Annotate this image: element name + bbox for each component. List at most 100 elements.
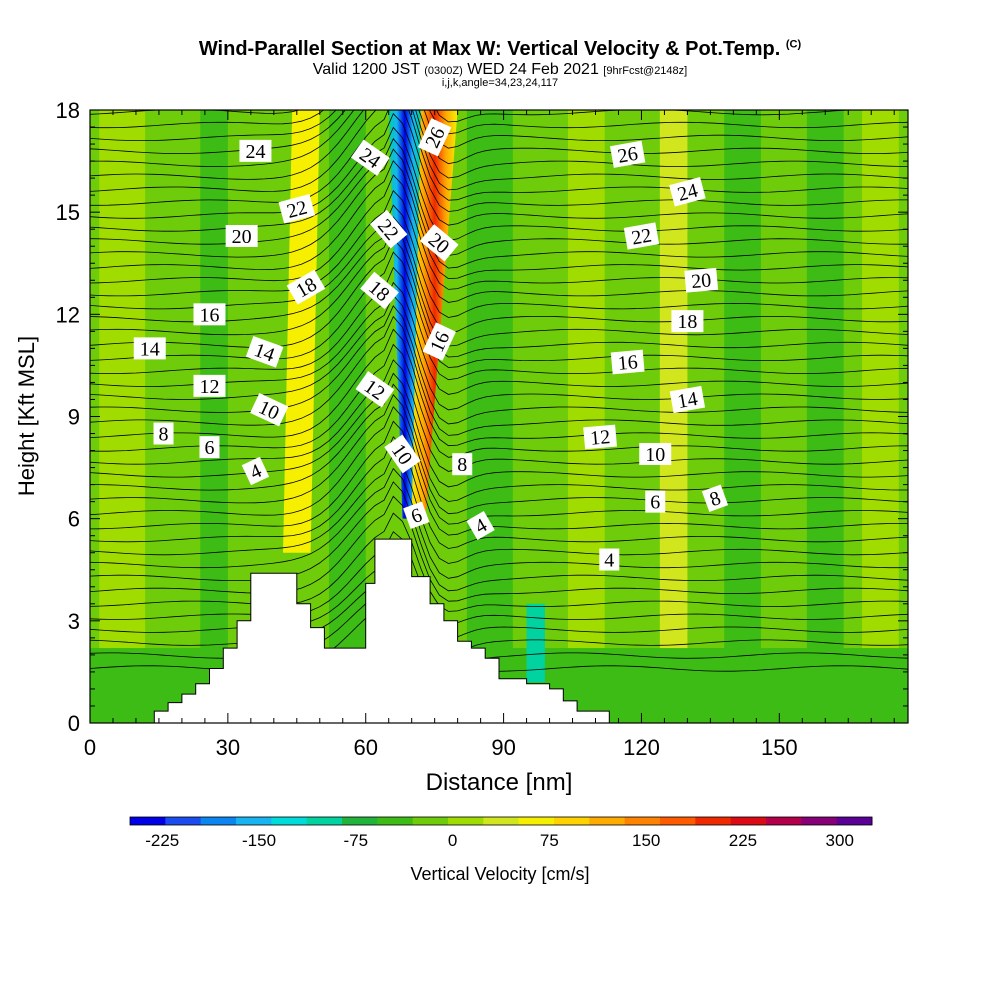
- colorbar: -225 -150 -75 0 75 150 225 300: [129, 816, 873, 850]
- forecast-info: [9hrFcst@2148z]: [603, 65, 688, 77]
- theta-label-box: [245, 335, 284, 368]
- theta-contour: [90, 216, 908, 334]
- x-tick-label: 0: [84, 735, 96, 760]
- chart-subtitle: Valid 1200 JST (0300Z) WED 24 Feb 2021 […: [0, 61, 1000, 79]
- x-tick-label: 60: [353, 735, 377, 760]
- colorbar-tick-label: 0: [448, 831, 457, 850]
- theta-label-box: [466, 510, 495, 541]
- field-strip: [724, 110, 761, 723]
- theta-contour: [90, 328, 908, 447]
- terrain: [90, 538, 908, 723]
- colorbar-swatch: [801, 817, 838, 825]
- section-params: i,j,k,angle=34,23,24,117: [441, 77, 559, 89]
- y-tick-label: 18: [56, 98, 80, 123]
- colorbar-swatch: [306, 817, 343, 825]
- colorbar-tick-label: 225: [729, 831, 757, 850]
- theta-label: 14: [245, 335, 284, 368]
- colorbar-swatch: [165, 817, 202, 825]
- theta-contour: [90, 436, 908, 549]
- theta-label: 20: [225, 225, 258, 248]
- theta-label-text: 6: [650, 492, 660, 514]
- colorbar-swatch: [412, 817, 449, 825]
- theta-label: 18: [671, 310, 704, 333]
- field-strip: [806, 110, 844, 723]
- colorbar-swatch: [695, 817, 732, 825]
- theta-label-box: [239, 139, 272, 162]
- copyright-mark: (C): [785, 38, 802, 51]
- colorbar-swatch: [730, 817, 767, 825]
- theta-label-text: 14: [140, 338, 160, 360]
- x-tick-label: 90: [491, 735, 515, 760]
- theta-contour: [90, 343, 908, 458]
- theta-contour: [90, 495, 908, 602]
- x-tick-label: 150: [761, 735, 798, 760]
- colorbar-swatch: [448, 817, 484, 825]
- theta-label-text: 20: [232, 226, 252, 248]
- theta-label-box: [599, 548, 620, 571]
- colorbar-swatch: [624, 817, 661, 825]
- theta-label-box: [623, 222, 660, 250]
- theta-label-box: [452, 453, 473, 476]
- theta-label-box: [669, 176, 706, 207]
- colorbar-swatch: [766, 817, 802, 825]
- theta-contour: [90, 204, 908, 318]
- theta-label-box: [639, 442, 672, 465]
- theta-label-text: 6: [204, 437, 214, 459]
- theta-label-box: [583, 424, 617, 450]
- theta-label-text: 10: [645, 444, 665, 466]
- theta-label: 6: [645, 490, 666, 514]
- theta-contour: [90, 315, 908, 436]
- theta-label-text: 16: [617, 351, 639, 375]
- y-tick-label: 3: [68, 609, 80, 634]
- y-tick-label: 0: [68, 711, 80, 736]
- theta-label-box: [225, 225, 258, 248]
- theta-label-box: [403, 501, 430, 530]
- chart-title: Wind-Parallel Section at Max W: Vertical…: [0, 38, 1000, 61]
- theta-label: 4: [241, 456, 270, 486]
- valid-time: Valid 1200 JST: [312, 61, 420, 78]
- theta-contour: [90, 110, 908, 149]
- theta-contour: [90, 110, 908, 212]
- theta-label-box: [419, 224, 459, 262]
- theta-label-text: 18: [677, 311, 697, 333]
- theta-label-box: [701, 484, 729, 512]
- colorbar-tick-label: -75: [344, 831, 369, 850]
- colorbar-tick-label: 75: [540, 831, 559, 850]
- theta-contour: [90, 160, 908, 280]
- theta-label-box: [241, 456, 270, 486]
- theta-contour: [90, 548, 908, 639]
- theta-contour: [90, 148, 908, 269]
- theta-contour: [90, 531, 908, 625]
- theta-label: 6: [403, 501, 430, 530]
- theta-contour: [90, 372, 908, 488]
- valid-date: WED 24 Feb 2021: [467, 61, 599, 78]
- theta-label-box: [133, 337, 166, 360]
- theta-label-box: [610, 140, 646, 168]
- theta-label-box: [193, 303, 226, 326]
- colorbar-swatch: [554, 817, 590, 825]
- theta-label-text: 12: [589, 426, 611, 450]
- theta-contour: [90, 110, 908, 165]
- downdraft-pocket: [526, 603, 545, 683]
- field-strip: [567, 110, 605, 723]
- colorbar-tick-label: 150: [632, 831, 660, 850]
- theta-label-text: 22: [630, 224, 654, 249]
- theta-contour: [90, 237, 908, 358]
- theta-label-box: [360, 271, 399, 310]
- theta-label-text: 4: [604, 550, 614, 572]
- theta-contour: [90, 406, 908, 525]
- theta-label: 10: [639, 442, 672, 466]
- colorbar-swatch: [236, 817, 272, 825]
- theta-contour: [90, 481, 908, 592]
- colorbar-swatch: [483, 817, 520, 825]
- theta-label: 16: [610, 349, 645, 375]
- theta-label-box: [250, 392, 289, 427]
- theta-contour: [90, 359, 908, 472]
- theta-label-text: 16: [199, 304, 219, 326]
- theta-label-box: [610, 349, 645, 375]
- theta-label: 24: [669, 176, 706, 207]
- theta-label-box: [671, 310, 704, 333]
- theta-contour: [90, 189, 908, 303]
